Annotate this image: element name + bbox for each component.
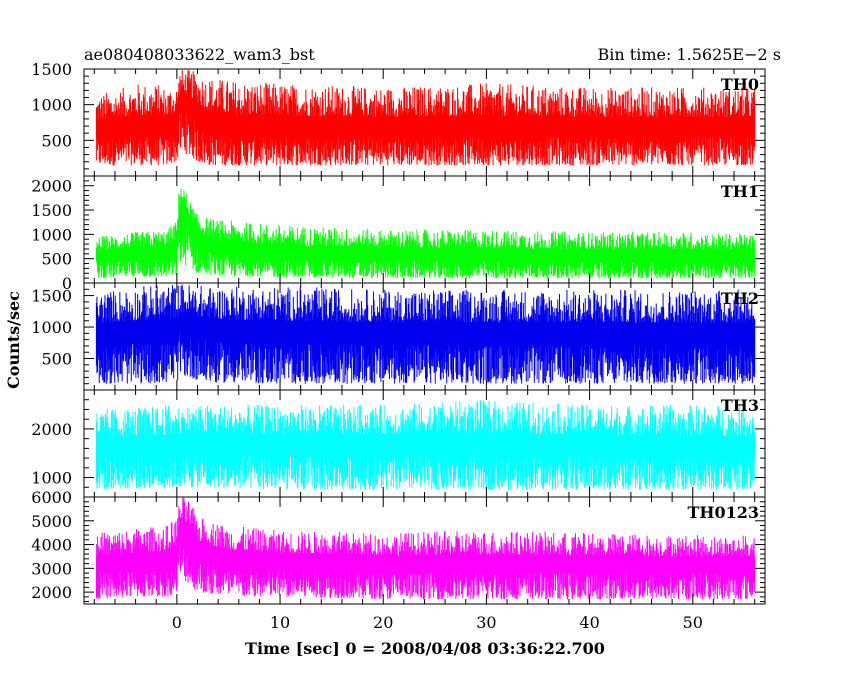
y-tick-label: 6000 [31, 488, 72, 507]
x-axis-label: Time [sec] 0 = 2008/04/08 03:36:22.700 [245, 639, 605, 658]
y-tick-label: 1000 [31, 318, 72, 337]
y-tick-label: 1000 [31, 225, 72, 244]
panel-label: TH2 [721, 289, 759, 308]
y-tick-label: 2000 [31, 420, 72, 439]
panel-th2: 500 1000 1500 TH2 [31, 282, 766, 391]
y-tick-label: 1500 [31, 201, 72, 220]
y-tick-label: 5000 [31, 512, 72, 531]
series-th3 [95, 400, 756, 490]
y-tick-label: 3000 [31, 559, 72, 578]
bin-time-label: Bin time: 1.5625E−2 s [598, 45, 781, 64]
y-tick-label: 500 [41, 250, 72, 269]
y-tick-label: 1000 [31, 469, 72, 488]
panel-label: TH3 [721, 396, 759, 415]
x-tick-label: 50 [683, 613, 703, 632]
panel-th3: 1000 2000 TH3 [31, 389, 766, 498]
panel-label: TH0 [721, 75, 759, 94]
y-tick-label: 1500 [31, 60, 72, 79]
y-tick-label: 2000 [31, 583, 72, 602]
y-tick-label: 500 [41, 350, 72, 369]
panel-th1: 0 500 1000 1500 2000 TH1 [31, 175, 766, 293]
y-tick-label: 1500 [31, 287, 72, 306]
y-tick-label: 4000 [31, 536, 72, 555]
series-th1 [95, 188, 756, 279]
series-th2 [95, 284, 756, 384]
y-tick-label: 2000 [31, 177, 72, 196]
x-tick-label: 30 [476, 613, 496, 632]
x-tick-label: 20 [373, 613, 393, 632]
chart-title: ae080408033622_wam3_bst [84, 45, 315, 64]
y-axis-label: Counts/sec [4, 291, 23, 389]
x-tick-label: 10 [270, 613, 290, 632]
panel-label: TH0123 [687, 503, 759, 522]
panel-th0123: 2000 3000 4000 5000 6000 TH0123 [31, 488, 766, 605]
y-tick-label: 0 [62, 274, 72, 293]
y-tick-label: 1000 [31, 96, 72, 115]
panel-label: TH1 [721, 182, 759, 201]
panel-th0: 500 1000 1500 TH0 [31, 60, 766, 177]
y-tick-label: 500 [41, 131, 72, 150]
x-tick-label: 0 [172, 613, 182, 632]
series-th0 [95, 70, 756, 166]
x-tick-label: 40 [579, 613, 599, 632]
series-th0123 [95, 497, 756, 600]
